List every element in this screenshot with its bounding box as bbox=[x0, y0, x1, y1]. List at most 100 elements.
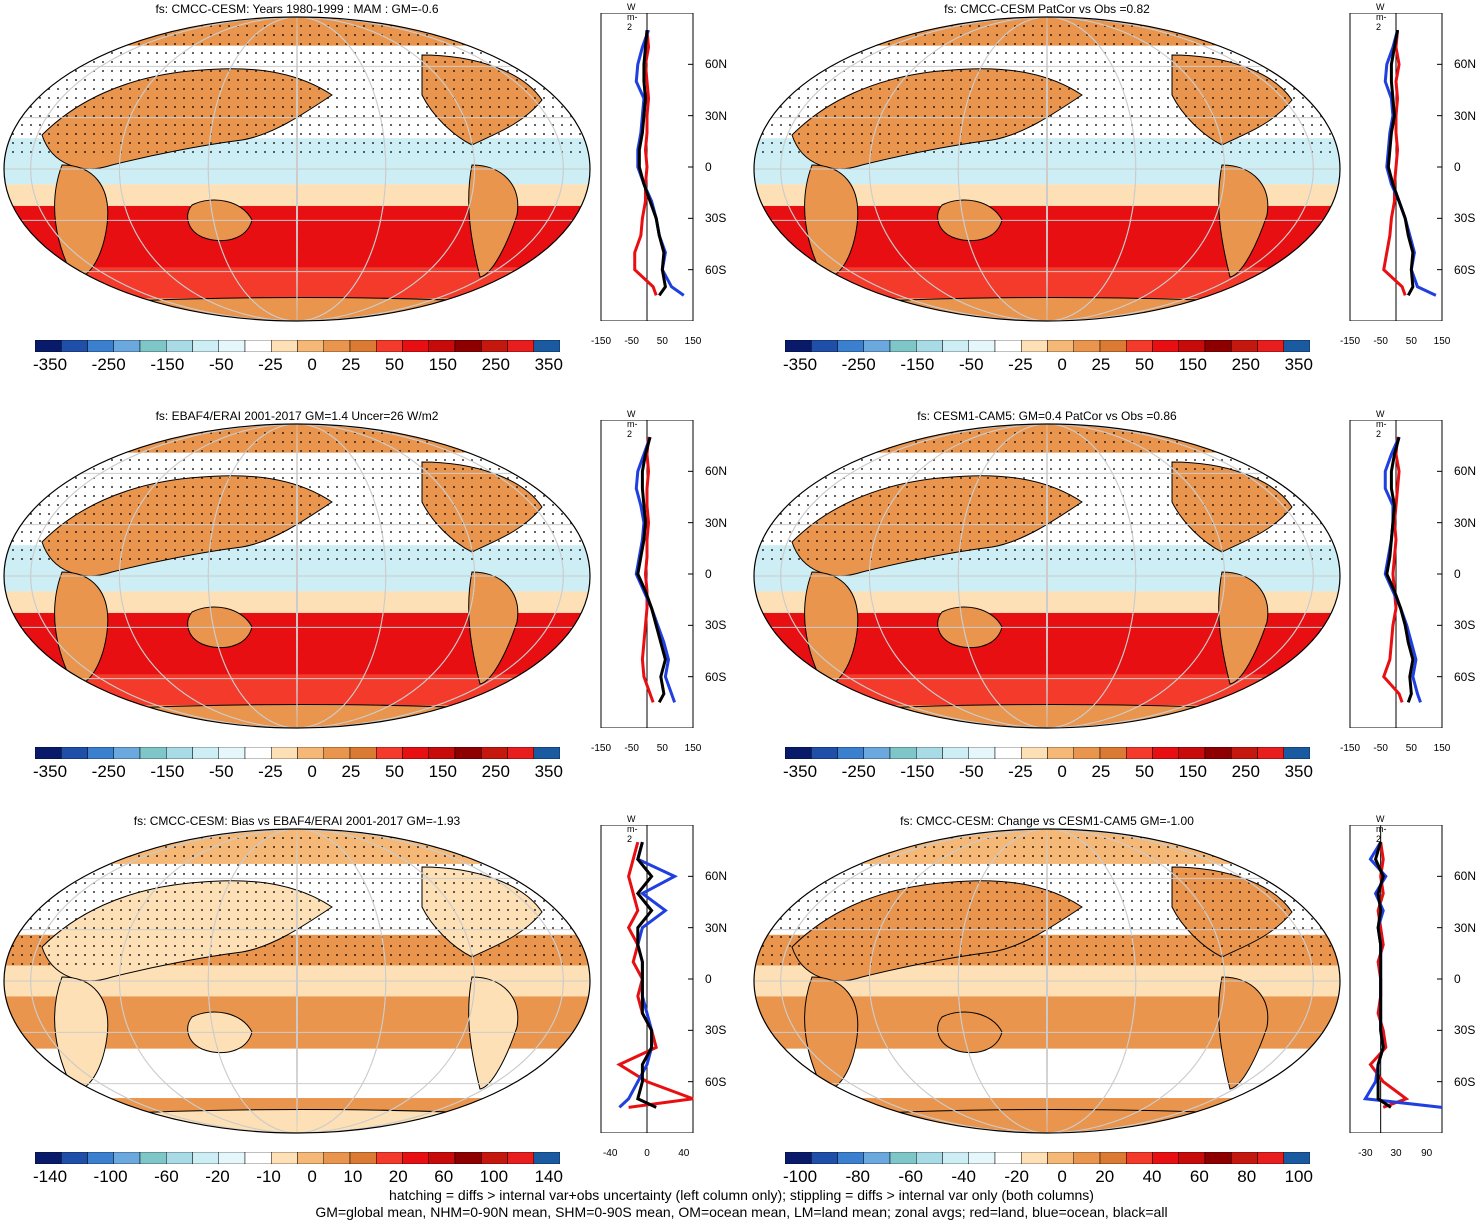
colorbar-swatch bbox=[61, 340, 88, 352]
colorbar-swatch bbox=[994, 340, 1022, 352]
lat-label: 60S bbox=[705, 262, 727, 277]
colorbar-label: -350 bbox=[33, 762, 68, 781]
colorbar-swatch bbox=[428, 747, 456, 759]
zonal-x-tick: 50 bbox=[656, 336, 668, 347]
meridian bbox=[118, 424, 476, 728]
colorbar-label: 20 bbox=[1095, 1167, 1115, 1186]
meridian bbox=[780, 424, 1314, 728]
colorbar-swatch bbox=[1021, 340, 1048, 352]
meridian bbox=[868, 424, 1226, 728]
colorbar-swatch bbox=[863, 340, 891, 352]
colorbar-swatch bbox=[481, 747, 508, 759]
colorbar-label: -250 bbox=[91, 762, 126, 781]
zonal-x-tick: 30 bbox=[1390, 1148, 1402, 1159]
colorbar-label: -150 bbox=[150, 355, 185, 374]
colorbar-label: -350 bbox=[783, 762, 818, 781]
colorbar-swatch bbox=[942, 747, 969, 759]
colorbar-swatch bbox=[218, 1152, 246, 1164]
colorbar-labels: -350 -250 -150 -50 -25 0 25 50 150 250 350 bbox=[33, 355, 563, 375]
colorbar-label: -150 bbox=[900, 355, 935, 374]
zonal-ocean-line bbox=[634, 436, 677, 703]
lat-label: 60S bbox=[1454, 669, 1476, 684]
colorbar-swatch bbox=[376, 1152, 403, 1164]
colorbar-label: -250 bbox=[841, 355, 876, 374]
colorbar-swatch bbox=[863, 1152, 891, 1164]
colorbar-label: -60 bbox=[154, 1167, 179, 1186]
colorbar-swatch bbox=[1283, 340, 1310, 352]
colorbar-swatch bbox=[533, 747, 560, 759]
meridian bbox=[868, 829, 1226, 1133]
lat-label: 30N bbox=[1454, 920, 1477, 935]
colorbar-swatch bbox=[166, 747, 193, 759]
colorbar-swatch bbox=[1257, 340, 1284, 352]
zonal-mean-plot bbox=[1349, 420, 1443, 728]
colorbar-label: 50 bbox=[1135, 355, 1154, 374]
colorbar-swatch bbox=[1204, 747, 1232, 759]
colorbar-label: 250 bbox=[481, 762, 510, 781]
colorbar-swatch bbox=[192, 1152, 219, 1164]
colorbar-label: -20 bbox=[1004, 1167, 1029, 1186]
colorbar-swatch bbox=[402, 747, 429, 759]
colorbar-swatch bbox=[785, 1152, 812, 1164]
colorbar-swatch bbox=[428, 340, 456, 352]
zonal-unit: W m-2 bbox=[1376, 409, 1387, 439]
continent bbox=[1218, 571, 1269, 685]
lat-label: 60N bbox=[705, 57, 728, 72]
zonal-land-line bbox=[640, 436, 655, 703]
map-outline bbox=[753, 16, 1341, 322]
colorbar-swatch bbox=[994, 1152, 1022, 1164]
lat-label: 60N bbox=[1454, 869, 1477, 884]
zonal-land-line bbox=[633, 29, 658, 296]
colorbar-label: -50 bbox=[208, 762, 234, 781]
colorbar-swatch bbox=[1021, 1152, 1048, 1164]
colorbar-label: 250 bbox=[481, 355, 510, 374]
lat-label: 30S bbox=[705, 1023, 727, 1038]
map bbox=[753, 828, 1341, 1134]
colorbar-swatch bbox=[811, 340, 838, 352]
meridian bbox=[1046, 424, 1048, 728]
lat-label: 30S bbox=[705, 211, 727, 226]
zonal-mean-plot bbox=[1349, 825, 1443, 1133]
zonal-x-tick: 150 bbox=[684, 743, 702, 754]
colorbar-swatch bbox=[1257, 1152, 1284, 1164]
colorbar-labels: -350 -250 -150 -50 -25 0 25 50 150 250 350 bbox=[33, 762, 563, 782]
meridian bbox=[30, 424, 564, 728]
zonal-land-line bbox=[1368, 841, 1410, 1109]
colorbar-swatch bbox=[1152, 340, 1179, 352]
colorbar-label: 60 bbox=[1189, 1167, 1209, 1186]
zonal-x-tick: -150 bbox=[1339, 336, 1360, 347]
colorbar-label: 40 bbox=[1142, 1167, 1162, 1186]
colorbar-swatch bbox=[916, 340, 943, 352]
colorbar-swatch bbox=[1021, 747, 1048, 759]
panel-title: fs: EBAF4/ERAI 2001-2017 GM=1.4 Uncer=26… bbox=[155, 409, 439, 423]
zonal-x-tick: -30 bbox=[1358, 1148, 1373, 1159]
footer: hatching = diffs > internal var+obs unce… bbox=[0, 1187, 1483, 1221]
colorbar-label: 50 bbox=[385, 762, 404, 781]
colorbar-label: -10 bbox=[256, 1167, 281, 1186]
colorbar-swatch bbox=[166, 1152, 193, 1164]
meridian bbox=[30, 17, 564, 321]
colorbar-swatch bbox=[1204, 1152, 1232, 1164]
zonal-land-line bbox=[616, 841, 694, 1109]
zonal-x-tick: 50 bbox=[656, 743, 668, 754]
colorbar-swatch bbox=[402, 340, 429, 352]
colorbar-swatch bbox=[968, 747, 996, 759]
zonal-all-line bbox=[1386, 29, 1415, 297]
colorbar-swatch bbox=[271, 747, 298, 759]
meridian bbox=[868, 17, 1226, 321]
zonal-x-tick: 150 bbox=[1433, 743, 1451, 754]
colorbar-labels: -140 -100 -60 -20 -10 0 10 20 60 100 140 bbox=[33, 1167, 563, 1187]
zonal-land-line bbox=[1382, 436, 1404, 703]
meridian bbox=[957, 424, 1137, 728]
map-outline bbox=[3, 16, 591, 322]
panel-title: fs: CESM1-CAM5: GM=0.4 PatCor vs Obs =0.… bbox=[917, 409, 1177, 423]
colorbar-label: 25 bbox=[1091, 762, 1111, 781]
colorbar-labels: -350 -250 -150 -50 -25 0 25 50 150 250 350 bbox=[783, 355, 1313, 375]
lat-label: 0 bbox=[705, 567, 712, 581]
continent bbox=[468, 571, 519, 685]
colorbar bbox=[785, 747, 1310, 759]
lat-label: 30S bbox=[1454, 618, 1476, 633]
colorbar-swatch bbox=[1283, 1152, 1310, 1164]
zonal-x-tick: 50 bbox=[1405, 336, 1417, 347]
colorbar-swatch bbox=[1126, 747, 1153, 759]
